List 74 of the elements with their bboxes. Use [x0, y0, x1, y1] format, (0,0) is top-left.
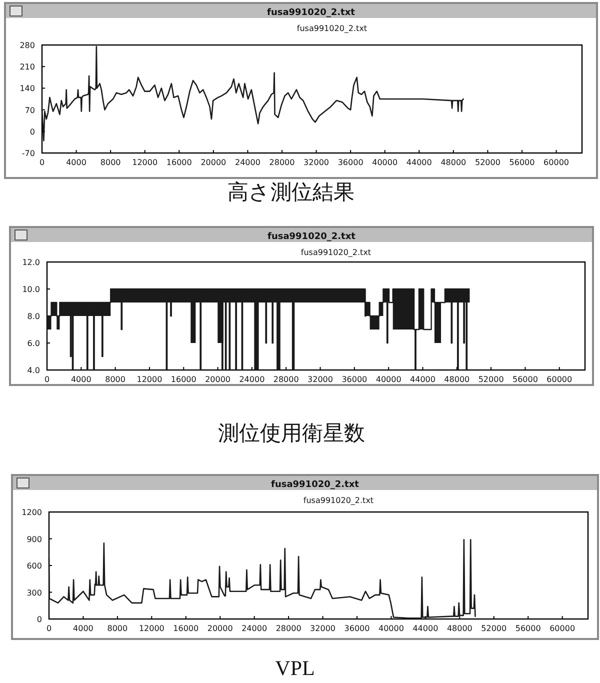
- y-tick-label: -70: [22, 149, 35, 158]
- x-tick-label: 20000: [200, 158, 226, 167]
- x-tick-label: 16000: [170, 375, 196, 384]
- text: VPL: [275, 656, 315, 680]
- chart-subtitle: fusa991020_2.txt: [296, 24, 368, 33]
- x-tick-label: 48000: [440, 158, 466, 167]
- x-tick-label: 4000: [66, 158, 86, 167]
- x-tick-label: 28000: [269, 158, 295, 167]
- x-tick-label: 16000: [166, 158, 192, 167]
- y-tick-label: 0: [36, 615, 42, 624]
- x-tick-label: 44000: [410, 375, 436, 384]
- text: 高さ測位結果: [228, 180, 354, 204]
- x-tick-label: 36000: [344, 624, 370, 633]
- y-tick-label: 0: [30, 127, 35, 136]
- x-tick-label: 4000: [73, 624, 94, 633]
- y-tick-label: 300: [26, 588, 42, 598]
- y-tick-label: 10.0: [22, 285, 40, 294]
- x-tick-label: 24000: [242, 624, 268, 633]
- y-tick-label: 12.0: [22, 258, 40, 267]
- x-tick-label: 12000: [136, 375, 162, 384]
- x-tick-label: 44000: [412, 624, 438, 633]
- x-tick-label: 16000: [173, 624, 199, 633]
- line-series: [41, 46, 464, 142]
- x-tick-label: 60000: [546, 375, 572, 384]
- x-tick-label: 32000: [304, 158, 330, 167]
- text: 測位使用衛星数: [218, 421, 365, 445]
- y-tick-label: 8.0: [27, 312, 40, 321]
- y-tick-label: 6.0: [27, 339, 40, 348]
- x-tick-label: 36000: [342, 375, 368, 384]
- x-tick-label: 52000: [478, 375, 504, 384]
- x-tick-label: 40000: [376, 375, 402, 384]
- x-tick-label: 32000: [308, 375, 333, 384]
- x-tick-label: 28000: [276, 624, 302, 633]
- chart-title: fusa991020_2.txt: [271, 480, 360, 490]
- x-tick-label: 20000: [207, 624, 233, 633]
- x-tick-label: 28000: [273, 375, 299, 384]
- x-tick-label: 56000: [509, 158, 535, 167]
- x-tick-label: 20000: [205, 375, 231, 384]
- x-tick-label: 4000: [70, 375, 92, 384]
- x-tick-label: 60000: [544, 158, 570, 167]
- y-tick-label: 900: [26, 534, 42, 544]
- y-tick-label: 140: [20, 84, 35, 94]
- x-tick-label: 24000: [234, 158, 260, 167]
- x-tick-label: 52000: [474, 158, 500, 167]
- x-tick-label: 40000: [372, 158, 398, 167]
- y-tick-label: 70: [24, 106, 35, 115]
- x-tick-label: 44000: [406, 158, 432, 167]
- x-tick-label: 12000: [132, 158, 158, 167]
- chart-subtitle: fusa991020_2.txt: [303, 496, 374, 505]
- chart-subtitle: fusa991020_2.txt: [300, 248, 372, 257]
- y-tick-label: 280: [20, 41, 35, 50]
- x-tick-label: 56000: [512, 375, 538, 384]
- line-series: [48, 538, 476, 619]
- y-tick-label: 1200: [22, 508, 42, 517]
- x-tick-label: 0: [44, 375, 50, 384]
- chart-title: fusa991020_2.txt: [268, 232, 356, 242]
- x-tick-label: 48000: [444, 375, 470, 384]
- x-tick-label: 36000: [338, 158, 364, 167]
- chart-title: fusa991020_2.txt: [267, 8, 356, 18]
- x-tick-label: 8000: [107, 624, 128, 633]
- x-tick-label: 52000: [481, 624, 507, 633]
- y-tick-label: 210: [20, 62, 35, 72]
- x-tick-label: 40000: [378, 624, 404, 633]
- x-tick-label: 0: [46, 624, 52, 633]
- y-tick-label: 4.0: [27, 366, 40, 375]
- x-tick-label: 24000: [239, 375, 265, 384]
- x-tick-label: 60000: [550, 624, 576, 633]
- x-tick-label: 8000: [100, 158, 121, 167]
- x-tick-label: 48000: [446, 624, 472, 633]
- x-tick-label: 12000: [138, 624, 164, 633]
- y-tick-label: 600: [26, 562, 42, 570]
- x-tick-label: 8000: [105, 375, 126, 384]
- x-tick-label: 32000: [310, 624, 336, 633]
- x-tick-label: 56000: [515, 624, 541, 633]
